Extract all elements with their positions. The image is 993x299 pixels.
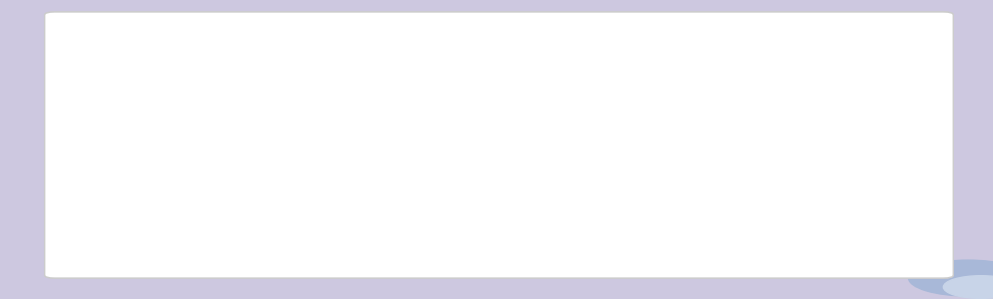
Text: $\dfrac{\pi}{3}$, $\dfrac{2\pi}{3}$: $\dfrac{\pi}{3}$, $\dfrac{2\pi}{3}$ — [544, 41, 598, 79]
Text: $\underset{\sim}{a}$: $\underset{\sim}{a}$ — [397, 219, 412, 238]
Circle shape — [909, 260, 993, 296]
Text: with the respective: with the respective — [723, 54, 914, 72]
Text: and $\gamma$: and $\gamma$ — [653, 50, 711, 72]
Text: if: if — [425, 221, 439, 239]
Text: $\mathbf{cos}\,\gamma$: $\mathbf{cos}\,\gamma$ — [94, 222, 167, 247]
Text: makes an angle of: makes an angle of — [256, 54, 436, 72]
Text: The vector: The vector — [45, 54, 151, 72]
Text: $\left|\underset{\sim}{a}\right|$=10: $\left|\underset{\sim}{a}\right|$=10 — [459, 215, 555, 250]
FancyBboxPatch shape — [45, 12, 953, 278]
Circle shape — [943, 276, 993, 298]
Text: (b): (b) — [353, 221, 380, 239]
Text: $\underset{\sim}{a}$: $\underset{\sim}{a}$ — [216, 50, 231, 69]
Text: (a): (a) — [45, 221, 71, 239]
Text: positive direction of the x, y and z axes.  Find: positive direction of the x, y and z axe… — [45, 132, 495, 150]
